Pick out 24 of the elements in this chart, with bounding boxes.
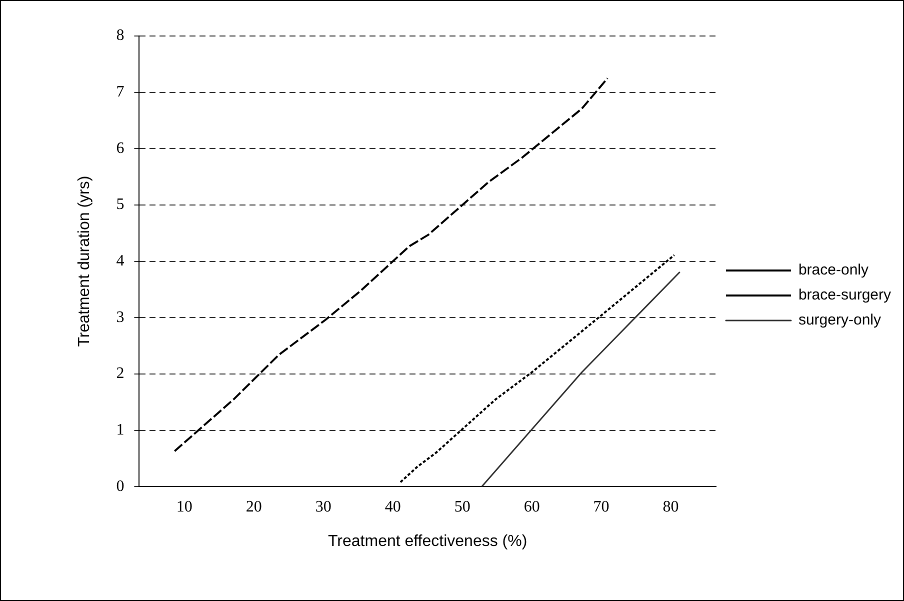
y-tick-label: 2 [116, 365, 124, 382]
x-tick-label: 70 [593, 498, 610, 516]
legend-label: surgery-only [798, 312, 882, 329]
y-tick-label: 4 [116, 252, 124, 270]
legend-label: brace-only [798, 262, 869, 279]
line-series [174, 77, 609, 452]
y-tick-label: 0 [116, 478, 124, 495]
y-tick-label: 5 [116, 196, 124, 214]
x-axis-title: Treatment effectiveness (%) [328, 532, 528, 550]
y-tick-label: 6 [116, 140, 124, 157]
x-tick-label: 10 [176, 498, 192, 516]
x-tick-label: 30 [315, 498, 332, 516]
x-tick-label: 60 [524, 498, 540, 516]
x-tick-label: 40 [384, 498, 401, 516]
y-tick-label: 7 [116, 84, 124, 101]
line-series [399, 254, 676, 484]
x-tick-label: 50 [454, 498, 470, 516]
x-tick-label: 80 [662, 498, 679, 516]
y-tick-label: 3 [116, 308, 124, 326]
y-tick-label: 8 [116, 27, 124, 44]
y-axis-title: Treatment duration (yrs) [76, 176, 94, 347]
y-tick-label: 1 [116, 421, 124, 438]
x-tick-label: 20 [246, 498, 262, 516]
legend-label: brace-surgery [798, 286, 892, 304]
